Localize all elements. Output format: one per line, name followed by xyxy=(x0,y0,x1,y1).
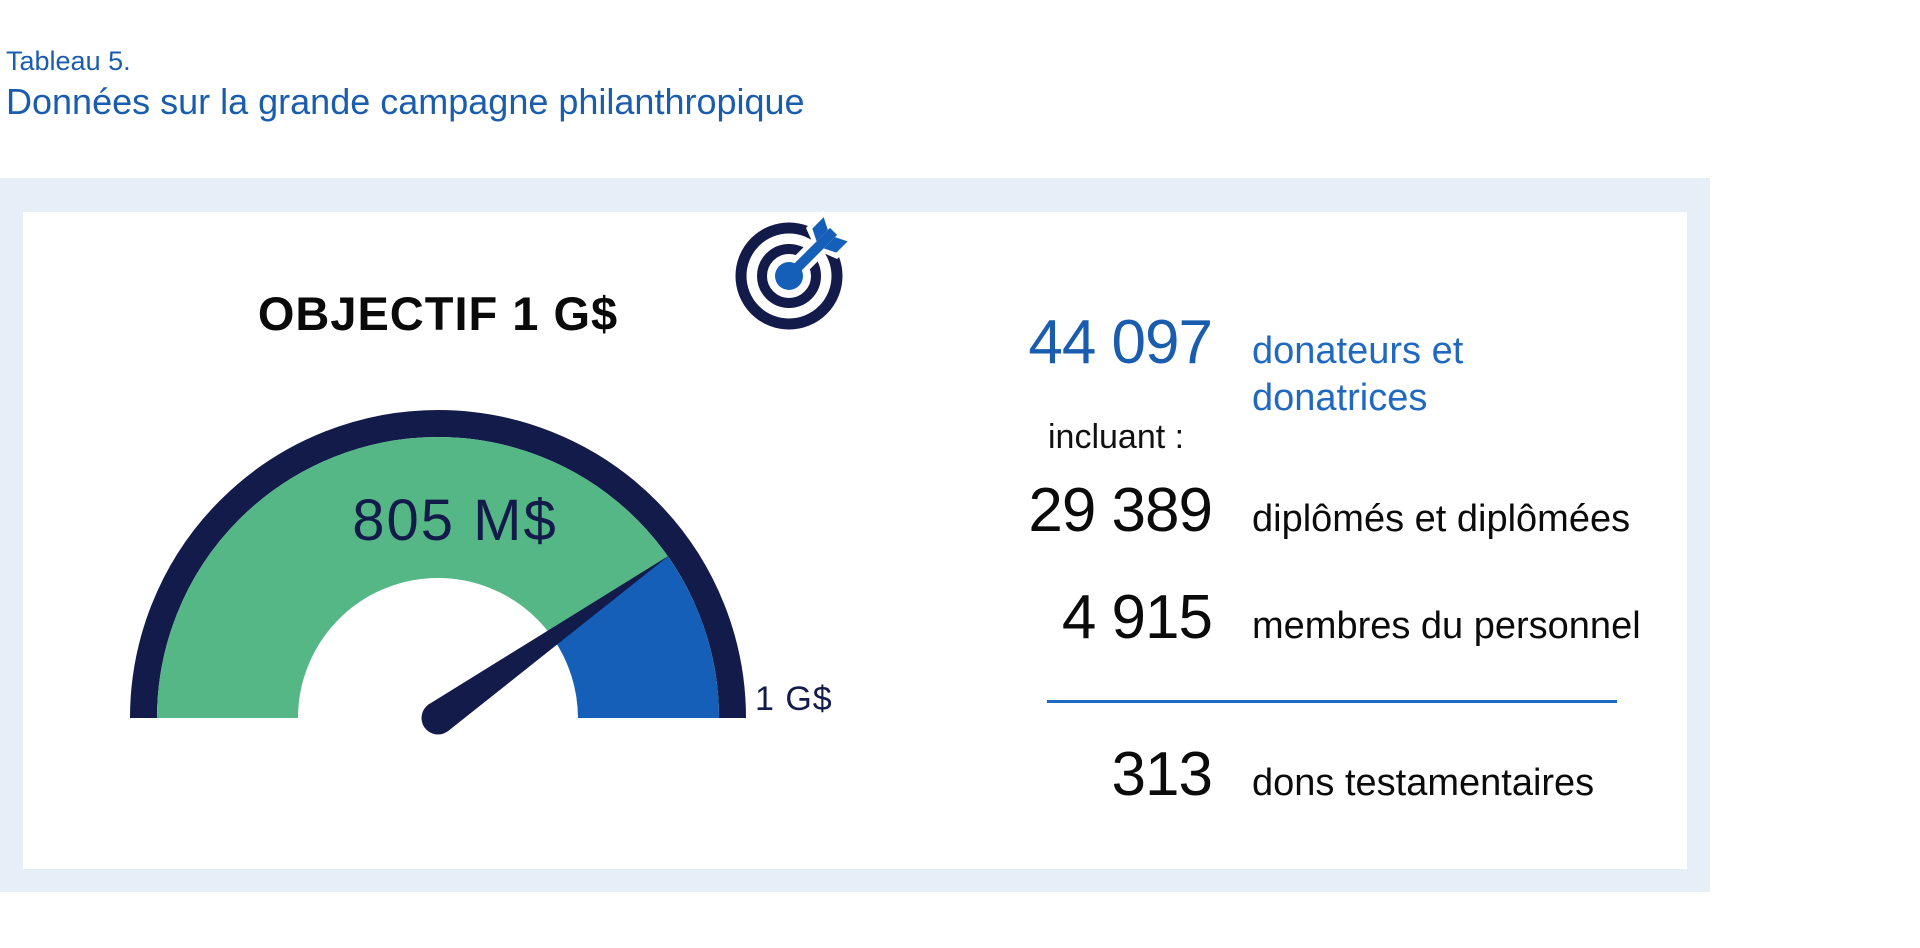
stats-divider xyxy=(1047,700,1617,703)
stat-row-staff: 4 915 membres du personnel xyxy=(1000,583,1641,652)
gauge-max-label: 1 G$ xyxy=(755,680,833,718)
gauge-remaining-arc xyxy=(551,556,719,720)
stat-label-staff: membres du personnel xyxy=(1252,605,1641,647)
stat-value-bequests: 313 xyxy=(1111,740,1213,809)
target-icon xyxy=(735,210,855,330)
target-center-dot xyxy=(775,262,803,290)
stat-value-staff: 4 915 xyxy=(1061,583,1213,652)
gauge-needle xyxy=(428,555,670,732)
stat-label-bequests: dons testamentaires xyxy=(1252,762,1595,804)
stat-row-bequests: 313 dons testamentaires xyxy=(1000,740,1595,809)
gauge-heading: OBJECTIF 1 G$ xyxy=(257,287,619,340)
table-number: Tableau 5. xyxy=(6,46,131,76)
gauge-chart: 805 M$ xyxy=(130,410,746,735)
stat-row-donors: 44 097 donateurs et donatrices xyxy=(1000,308,1464,422)
stat-label-graduates: diplômés et diplômées xyxy=(1252,498,1631,540)
stat-row-graduates: 29 389 diplômés et diplômées xyxy=(1000,476,1631,545)
gauge-value-label: 805 M$ xyxy=(352,488,557,553)
campaign-panel: OBJECTIF 1 G$ 805 M$ 1 G$ 44 09 xyxy=(0,178,1710,892)
including-label: incluant : xyxy=(1048,418,1185,456)
stat-value-graduates: 29 389 xyxy=(1028,476,1213,545)
gauge-outer-ring xyxy=(130,410,746,719)
campaign-panel-inner: OBJECTIF 1 G$ 805 M$ 1 G$ 44 09 xyxy=(23,210,1687,869)
stat-label-donors: donateurs et donatrices xyxy=(1252,330,1464,419)
page-title: Données sur la grande campagne philanthr… xyxy=(6,81,805,122)
page-header: Tableau 5. Données sur la grande campagn… xyxy=(6,44,805,126)
stat-value-donors: 44 097 xyxy=(1028,308,1213,377)
